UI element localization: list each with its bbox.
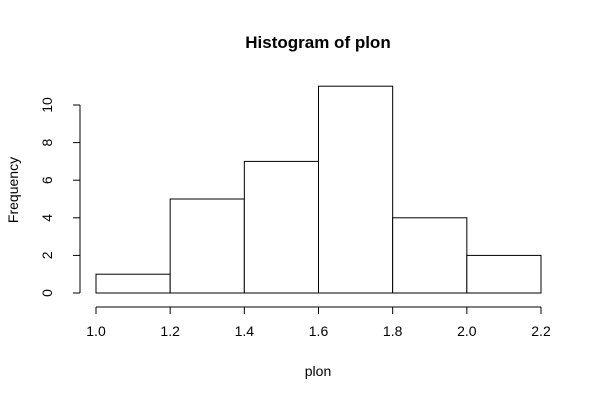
bar-3 [318, 85, 394, 294]
y-tick-label-3: 6 [39, 176, 55, 184]
x-tick-label-4: 1.8 [383, 323, 403, 339]
x-tick-label-2: 1.4 [235, 323, 255, 339]
y-axis: 0 2 4 6 8 10 [39, 97, 81, 297]
chart-title: Histogram of plon [245, 33, 390, 52]
bar-4 [392, 217, 468, 294]
bar-0 [95, 273, 171, 294]
bar-1 [169, 198, 245, 294]
x-tick-label-0: 1.0 [86, 323, 106, 339]
x-tick-label-6: 2.2 [531, 323, 551, 339]
x-tick-label-1: 1.2 [160, 323, 180, 339]
bars-group [95, 85, 542, 294]
y-tick-label-5: 10 [39, 97, 55, 113]
x-axis-label: plon [305, 363, 331, 379]
y-tick-label-0: 0 [39, 289, 55, 297]
x-tick-label-5: 2.0 [457, 323, 477, 339]
bar-5 [466, 254, 542, 294]
x-axis: 1.0 1.2 1.4 1.6 1.8 2.0 2.2 [86, 306, 551, 339]
bar-2 [243, 160, 319, 294]
x-tick-label-3: 1.6 [309, 323, 329, 339]
y-tick-label-4: 8 [39, 138, 55, 146]
y-tick-label-1: 2 [39, 251, 55, 259]
y-tick-label-2: 4 [39, 214, 55, 222]
y-axis-label: Frequency [5, 157, 21, 223]
